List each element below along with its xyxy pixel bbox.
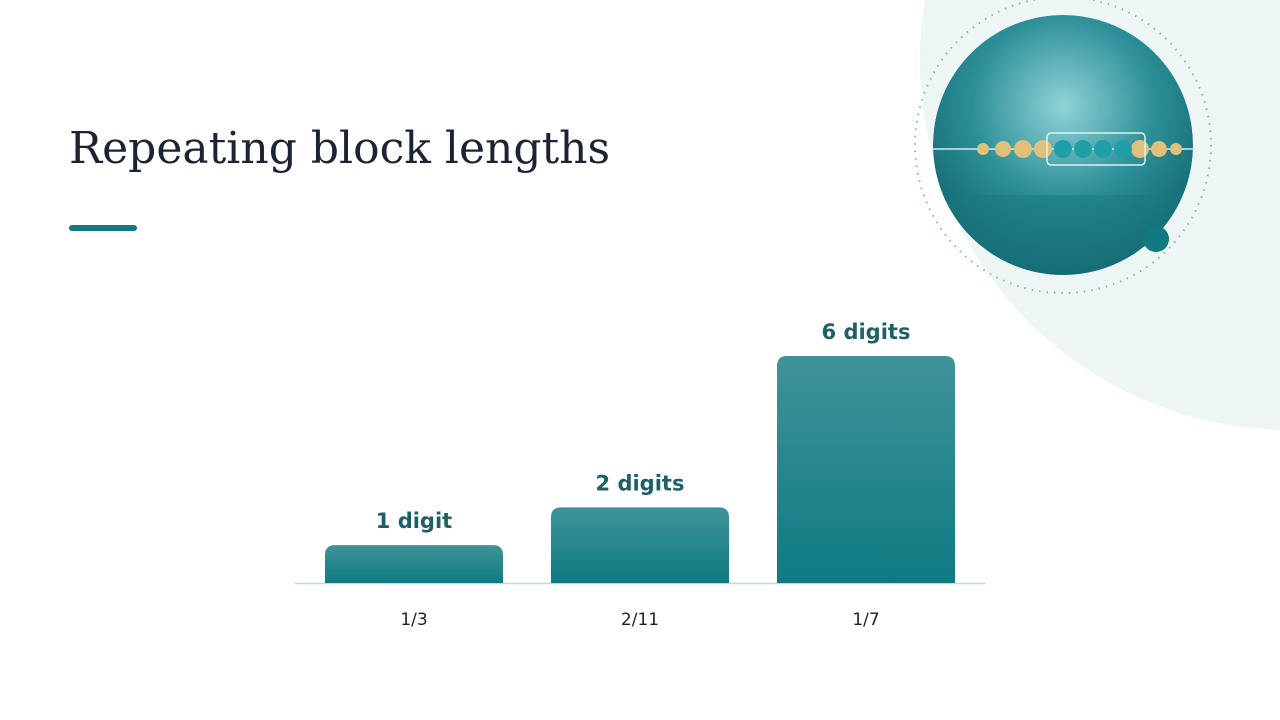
illustration [933, 15, 1193, 275]
title-accent [69, 225, 137, 231]
x-tick-label: 1/3 [400, 610, 427, 630]
value-label: 6 digits [822, 320, 911, 344]
dotted-ring [914, 0, 1212, 294]
x-tick-label: 2/11 [621, 610, 659, 630]
value-label: 2 digits [596, 471, 685, 495]
value-label: 1 digit [376, 509, 452, 533]
x-tick-label: 1/7 [852, 610, 879, 630]
accent-dot [1143, 226, 1169, 252]
bar [325, 545, 503, 583]
bar [777, 356, 955, 583]
slide-title: Repeating block lengths [69, 123, 610, 174]
bar [551, 507, 729, 583]
